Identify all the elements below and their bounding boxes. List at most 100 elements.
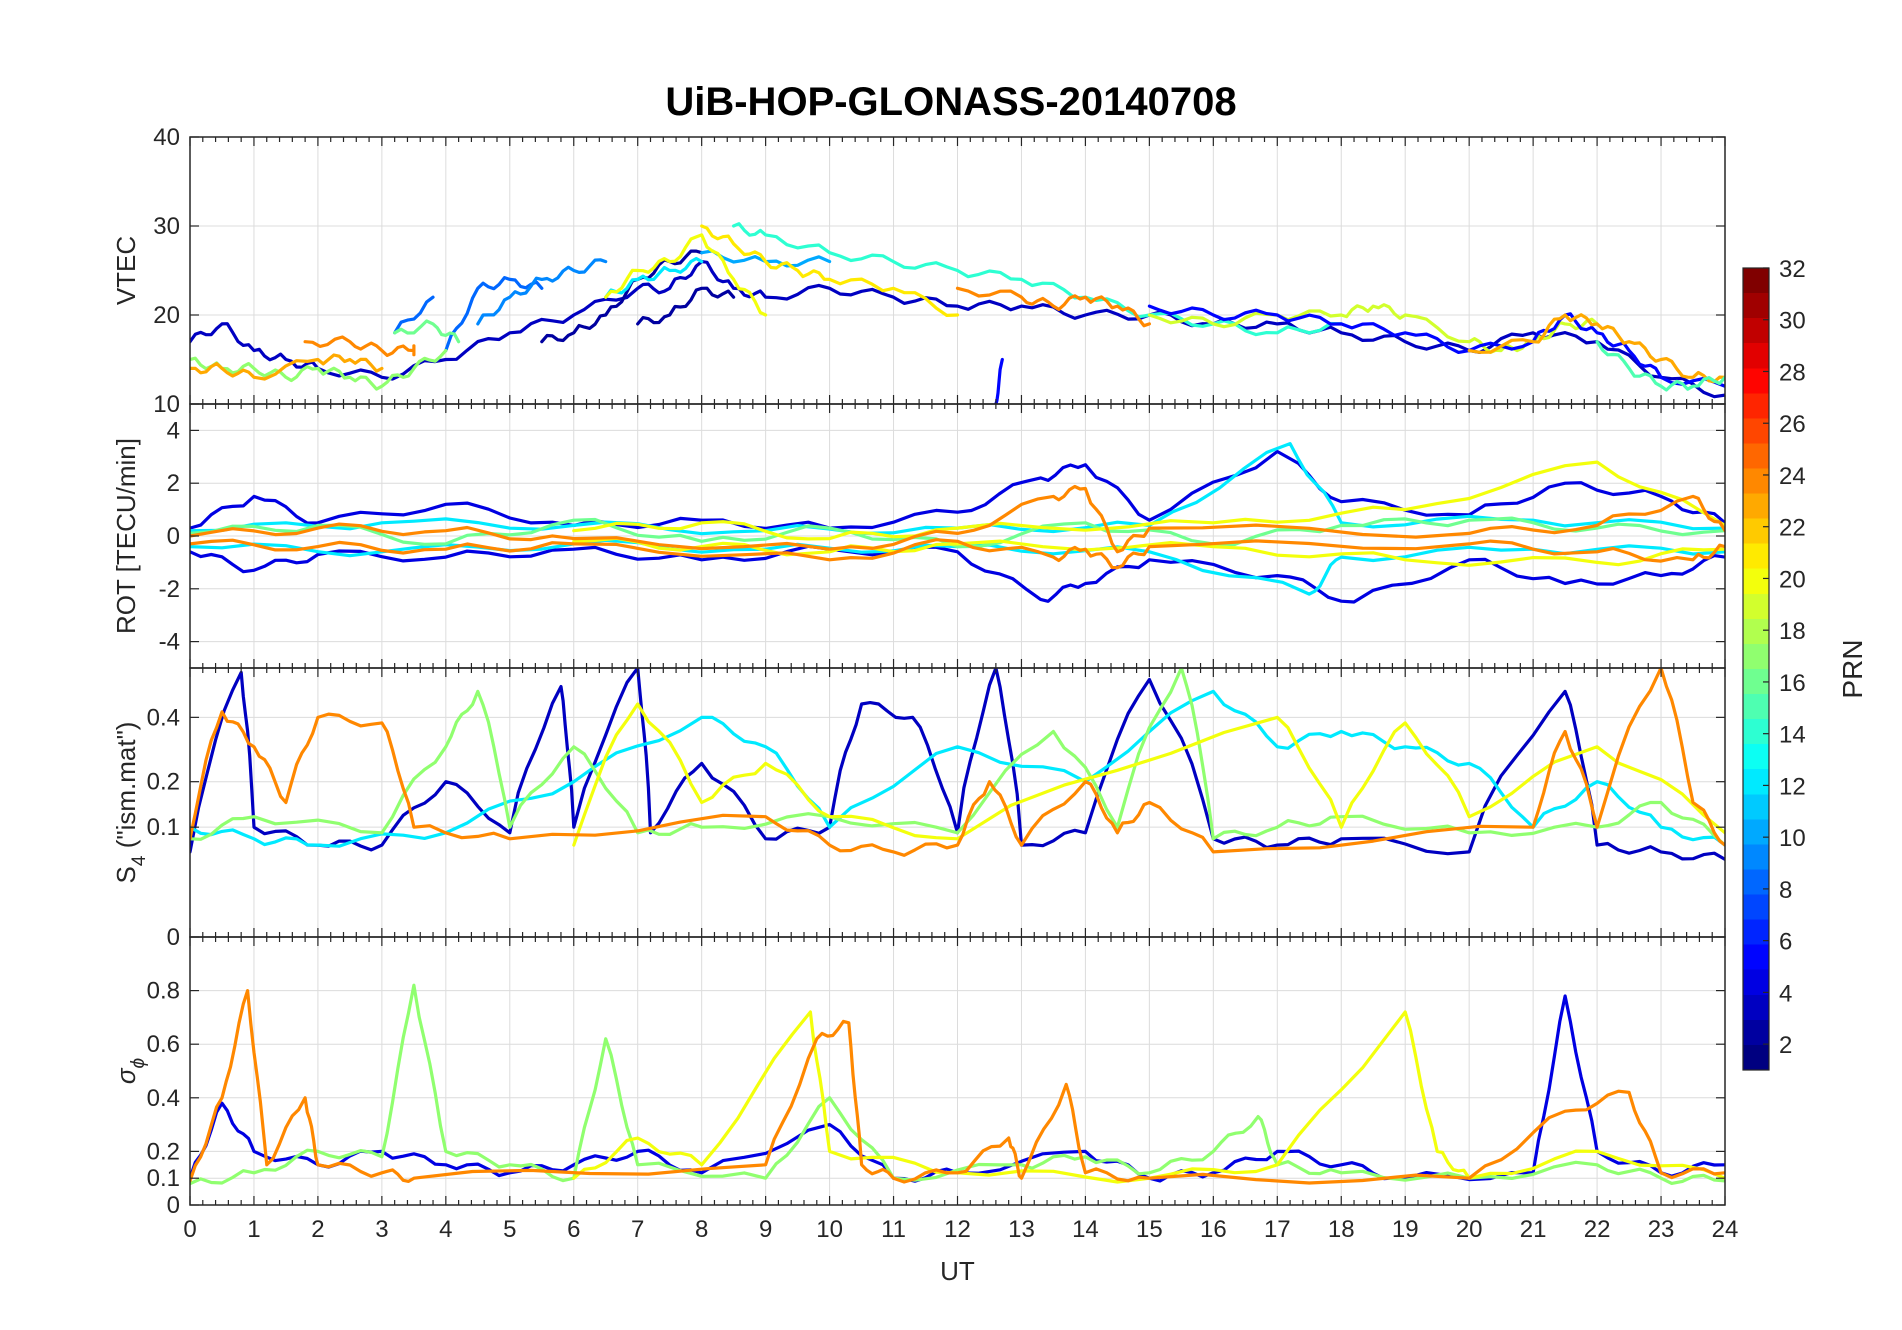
x-tick-label: 14 bbox=[1072, 1216, 1099, 1243]
series-prn-3 bbox=[190, 260, 1725, 399]
series-prn-2 bbox=[636, 286, 736, 326]
x-tick-label: 12 bbox=[944, 1216, 971, 1243]
colorbar-tick-label: 4 bbox=[1779, 980, 1792, 1007]
y-tick-label: 0 bbox=[167, 924, 180, 951]
y-tick-label: -4 bbox=[159, 629, 180, 656]
y-tick-label: 10 bbox=[153, 391, 180, 418]
panel-s4: 0 0.1 0.2 0.4S4 ("ism.mat") bbox=[111, 667, 1726, 951]
series-prn-12 bbox=[190, 442, 1725, 536]
colorbar-tick-label: 28 bbox=[1779, 359, 1806, 386]
series-prn-12 bbox=[604, 256, 704, 299]
x-tick-label: 9 bbox=[759, 1216, 772, 1243]
colorbar-tick-label: 30 bbox=[1779, 308, 1806, 335]
y-tick-label: 30 bbox=[153, 213, 180, 240]
x-tick-label: 18 bbox=[1328, 1216, 1355, 1243]
chart-title: UiB-HOP-GLONASS-20140708 bbox=[665, 80, 1236, 124]
y-tick-label: 0.1 bbox=[147, 814, 180, 841]
colorbar-tick-label: 6 bbox=[1779, 929, 1792, 956]
colorbar-tick-label: 18 bbox=[1779, 618, 1806, 645]
y-tick-label: -2 bbox=[159, 576, 180, 603]
series-group bbox=[190, 668, 1725, 861]
series-prn-8 bbox=[444, 276, 544, 353]
series-prn-17 bbox=[190, 983, 1725, 1186]
x-tick-label: 5 bbox=[503, 1216, 516, 1243]
x-tick-label: 20 bbox=[1456, 1216, 1483, 1243]
x-tick-label: 24 bbox=[1712, 1216, 1739, 1243]
colorbar-gradient bbox=[1742, 267, 1770, 1071]
grid bbox=[190, 937, 1725, 1206]
colorbar-tick-label: 24 bbox=[1779, 463, 1806, 490]
series-prn-9 bbox=[476, 258, 608, 326]
x-tick-label: 8 bbox=[695, 1216, 708, 1243]
colorbar-tick-label: 20 bbox=[1779, 566, 1806, 593]
series-prn-2 bbox=[540, 249, 704, 344]
y-tick-label: 0.8 bbox=[147, 978, 180, 1005]
series-prn-24 bbox=[303, 335, 416, 357]
y-tick-label: 0 bbox=[167, 1192, 180, 1219]
series-prn-24 bbox=[955, 286, 1151, 328]
series-prn-8 bbox=[393, 295, 435, 335]
x-tick-label: 2 bbox=[311, 1216, 324, 1243]
colorbar-tick-label: 2 bbox=[1779, 1032, 1792, 1059]
panel-rot: -4 -2 0 2 4 ROT [TECU/min] bbox=[111, 403, 1726, 669]
colorbar-tick-label: 32 bbox=[1779, 256, 1806, 283]
series-prn-23 bbox=[1467, 313, 1725, 384]
x-tick-label: 19 bbox=[1392, 1216, 1419, 1243]
x-tick-label: 6 bbox=[567, 1216, 580, 1243]
x-tick-label: 0 bbox=[183, 1216, 196, 1243]
series-group bbox=[190, 222, 1725, 404]
y-tick-label: 0.4 bbox=[147, 704, 180, 731]
x-tick-label: 13 bbox=[1008, 1216, 1035, 1243]
x-tick-label: 10 bbox=[816, 1216, 843, 1243]
x-tick-label: 3 bbox=[375, 1216, 388, 1243]
panel-vtec: 10 20 30 40 VTEC bbox=[111, 124, 1726, 418]
y-axis-label: ROT [TECU/min] bbox=[111, 438, 141, 634]
x-tick-label: 22 bbox=[1584, 1216, 1611, 1243]
x-tick-label: 15 bbox=[1136, 1216, 1163, 1243]
series-group bbox=[190, 983, 1725, 1186]
series-group bbox=[190, 442, 1725, 604]
x-tick-label: 7 bbox=[631, 1216, 644, 1243]
y-tick-label: 0.1 bbox=[147, 1165, 180, 1192]
series-prn-15 bbox=[1595, 340, 1725, 392]
y-axis-label: S4 ("ism.mat") bbox=[111, 722, 150, 884]
colorbar-tick-label: 8 bbox=[1779, 877, 1792, 904]
colorbar-tick-label: 14 bbox=[1779, 722, 1806, 749]
colorbar-tick-label: 26 bbox=[1779, 411, 1806, 438]
series-prn-4 bbox=[190, 544, 1725, 604]
series-prn-24 bbox=[190, 484, 1725, 554]
series-prn-20 bbox=[604, 233, 768, 317]
y-axis-label: σϕ bbox=[111, 1058, 149, 1084]
x-axis-label: UT bbox=[940, 1256, 975, 1286]
y-tick-label: 2 bbox=[167, 470, 180, 497]
x-tick-label: 17 bbox=[1264, 1216, 1291, 1243]
y-tick-label: 0.2 bbox=[147, 769, 180, 796]
y-tick-label: 20 bbox=[153, 302, 180, 329]
colorbar-tick-label: 16 bbox=[1779, 670, 1806, 697]
series-prn-4 bbox=[190, 449, 1725, 530]
series-prn-24 bbox=[190, 538, 1725, 570]
series-prn-23 bbox=[190, 353, 384, 381]
series-prn-16 bbox=[393, 319, 461, 344]
series-prn-20 bbox=[572, 460, 1725, 541]
x-tick-label: 16 bbox=[1200, 1216, 1227, 1243]
series-prn-20 bbox=[572, 702, 1725, 847]
y-axis-label: VTEC bbox=[111, 236, 141, 305]
series-prn-21 bbox=[700, 224, 960, 317]
y-tick-label: 0.4 bbox=[147, 1085, 180, 1112]
y-tick-label: 0.2 bbox=[147, 1138, 180, 1165]
series-prn-17 bbox=[190, 668, 1725, 847]
x-tick-label: 11 bbox=[881, 1216, 906, 1243]
y-tick-label: 0 bbox=[167, 523, 180, 550]
y-tick-label: 40 bbox=[153, 124, 180, 151]
series-prn-24 bbox=[190, 989, 1725, 1185]
y-tick-label: 0.6 bbox=[147, 1031, 180, 1058]
x-tick-label: 1 bbox=[247, 1216, 260, 1243]
series-prn-16 bbox=[190, 516, 1725, 549]
series-prn-19 bbox=[1147, 303, 1599, 354]
colorbar-tick-label: 10 bbox=[1779, 825, 1806, 852]
